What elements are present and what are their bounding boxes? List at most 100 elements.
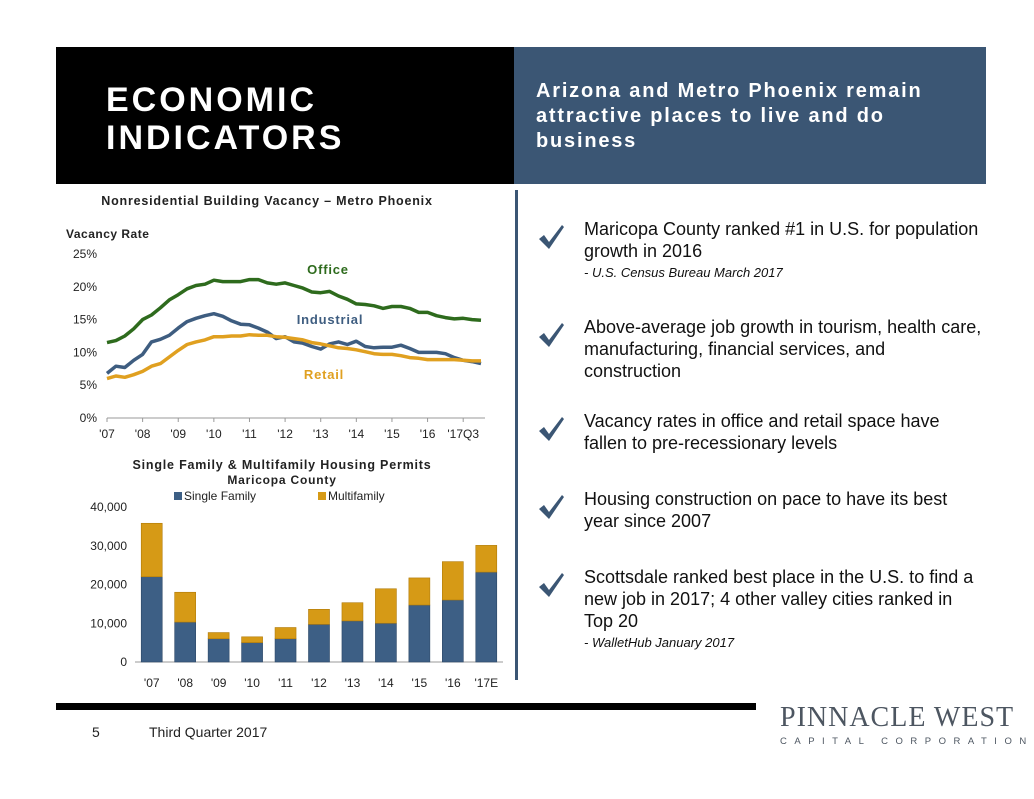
- vacancy-y-tick-label: 5%: [80, 378, 98, 392]
- permits-x-tick-label: '15: [412, 676, 428, 690]
- permits-bar-multifamily: [475, 545, 498, 573]
- footer-bar: [56, 703, 756, 710]
- permits-x-tick-label: '16: [445, 676, 461, 690]
- page-title-line2: INDICATORS: [106, 119, 345, 157]
- permits-bar-single-family: [174, 621, 196, 663]
- bullet-main: Maricopa County ranked #1 in U.S. for po…: [584, 219, 979, 261]
- bullet-main: Above-average job growth in tourism, hea…: [584, 317, 982, 381]
- page-title: ECONOMIC INDICATORS: [106, 81, 344, 157]
- vacancy-series-label: Industrial: [297, 312, 364, 327]
- bullet-main: Scottsdale ranked best place in the U.S.…: [584, 567, 974, 631]
- permits-x-tick-label: '14: [378, 676, 394, 690]
- permits-bar-multifamily: [375, 588, 397, 624]
- vacancy-x-tick-label: '12: [277, 427, 293, 441]
- bullet-text: Scottsdale ranked best place in the U.S.…: [584, 566, 984, 652]
- vacancy-y-tick-label: 25%: [73, 247, 97, 261]
- permits-bar-multifamily: [241, 636, 263, 643]
- bullet-source: - WalletHub January 2017: [584, 635, 735, 650]
- vacancy-x-tick-label: '08: [135, 427, 151, 441]
- vacancy-chart-ylabel: Vacancy Rate: [66, 227, 149, 241]
- housing-permits-bar-chart: Single Family & Multifamily Housing Perm…: [90, 458, 503, 690]
- permits-legend-swatch: [174, 492, 182, 500]
- permits-x-tick-label: '12: [311, 676, 327, 690]
- permits-bar-multifamily: [341, 602, 364, 622]
- permits-bar-single-family: [341, 620, 364, 663]
- bullet-main: Vacancy rates in office and retail space…: [584, 411, 940, 453]
- page-number: 5: [92, 724, 100, 740]
- vacancy-x-tick-label: '11: [242, 427, 257, 441]
- checkmark-icon: [539, 417, 564, 441]
- permits-x-tick-label: '13: [345, 676, 361, 690]
- permits-bar-single-family: [241, 642, 263, 663]
- permits-bar-single-family: [408, 604, 431, 663]
- permits-chart-title: Single Family & Multifamily Housing Perm…: [132, 458, 431, 472]
- permits-x-tick-label: '09: [211, 676, 227, 690]
- permits-bar-multifamily: [274, 627, 297, 640]
- bullet-source: - U.S. Census Bureau March 2017: [584, 265, 783, 280]
- bullet-text: Above-average job growth in tourism, hea…: [584, 316, 984, 382]
- bullet-text: Vacancy rates in office and retail space…: [584, 410, 984, 454]
- header-title-box: ECONOMIC INDICATORS: [56, 47, 514, 184]
- footer-quarter: Third Quarter 2017: [149, 724, 268, 740]
- permits-bar-multifamily: [442, 561, 464, 601]
- checkmark-icon: [539, 225, 564, 249]
- permits-bar-multifamily: [207, 632, 230, 640]
- vacancy-series-label: Retail: [304, 367, 344, 382]
- permits-chart-subtitle: Maricopa County: [227, 473, 336, 487]
- permits-bar-multifamily: [408, 577, 431, 606]
- permits-y-tick-label: 10,000: [90, 616, 127, 630]
- permits-bar-single-family: [140, 576, 163, 663]
- column-divider: [515, 190, 518, 680]
- permits-bar-single-family: [475, 571, 498, 663]
- vacancy-y-tick-label: 15%: [73, 313, 97, 327]
- permits-x-tick-label: '17E: [474, 676, 498, 690]
- logo-main-text: PINNACLE WEST: [780, 702, 1015, 733]
- permits-x-tick-label: '10: [244, 676, 260, 690]
- vacancy-chart-title: Nonresidential Building Vacancy – Metro …: [101, 194, 432, 208]
- permits-bar-single-family: [274, 638, 297, 663]
- permits-x-tick-label: '11: [278, 676, 293, 690]
- vacancy-x-tick-label: '07: [99, 427, 115, 441]
- vacancy-x-tick-label: '15: [384, 427, 400, 441]
- header-subtitle-box: Arizona and Metro Phoenix remain attract…: [514, 47, 986, 184]
- checkmark-icon: [539, 323, 564, 347]
- permits-bar-single-family: [207, 638, 230, 663]
- permits-legend-label: Multifamily: [328, 489, 385, 503]
- vacancy-x-tick-label: '13: [313, 427, 329, 441]
- checkmark-icon: [539, 573, 564, 597]
- vacancy-series-office: [106, 277, 482, 345]
- vacancy-x-tick-label: '16: [420, 427, 436, 441]
- bullet-main: Housing construction on pace to have its…: [584, 489, 948, 531]
- permits-y-tick-label: 20,000: [90, 578, 127, 592]
- vacancy-line-chart: Nonresidential Building Vacancy – Metro …: [66, 194, 485, 441]
- permits-bar-single-family: [308, 624, 330, 663]
- permits-legend-swatch: [318, 492, 326, 500]
- vacancy-series-industrial: [105, 311, 482, 375]
- permits-bar-multifamily: [140, 522, 163, 578]
- logo-sub-text: CAPITAL CORPORATION: [780, 736, 1034, 747]
- vacancy-y-tick-label: 10%: [73, 345, 97, 359]
- vacancy-x-tick-label: '14: [349, 427, 365, 441]
- company-logo: PINNACLE WEST CAPITAL CORPORATION: [780, 702, 1034, 748]
- permits-x-tick-label: '08: [177, 676, 193, 690]
- permits-y-tick-label: 40,000: [90, 500, 127, 514]
- permits-bar-single-family: [375, 622, 397, 663]
- permits-bar-single-family: [442, 599, 464, 663]
- permits-y-tick-label: 0: [120, 655, 127, 669]
- permits-bar-multifamily: [308, 609, 330, 625]
- vacancy-x-tick-label: '10: [206, 427, 222, 441]
- vacancy-y-tick-label: 20%: [73, 280, 97, 294]
- vacancy-series-label: Office: [307, 262, 349, 277]
- page-subtitle: Arizona and Metro Phoenix remain attract…: [536, 80, 923, 152]
- permits-bar-multifamily: [174, 591, 196, 623]
- permits-y-tick-label: 30,000: [90, 539, 127, 553]
- vacancy-series-retail: [106, 332, 481, 381]
- vacancy-x-tick-label: '09: [170, 427, 186, 441]
- vacancy-x-tick-label: '17Q3: [447, 427, 479, 441]
- permits-legend-label: Single Family: [184, 489, 256, 503]
- bullet-text: Maricopa County ranked #1 in U.S. for po…: [584, 218, 984, 282]
- vacancy-y-tick-label: 0%: [80, 411, 98, 425]
- page-title-line1: ECONOMIC: [106, 81, 317, 119]
- checkmark-icon: [539, 495, 564, 519]
- permits-x-tick-label: '07: [144, 676, 160, 690]
